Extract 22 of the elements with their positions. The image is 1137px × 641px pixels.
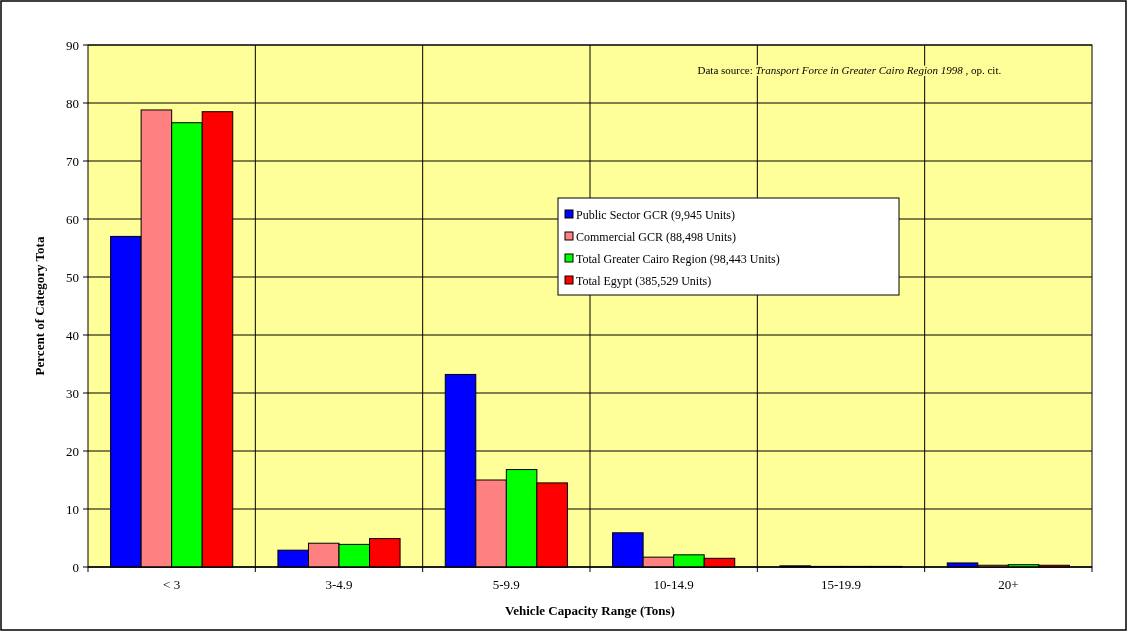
legend-label: Total Egypt (385,529 Units) bbox=[576, 274, 712, 288]
y-tick-label: 0 bbox=[72, 559, 79, 575]
x-tick-label: 5-9.9 bbox=[492, 577, 520, 592]
y-tick-label: 20 bbox=[66, 443, 79, 459]
y-tick-label: 30 bbox=[66, 385, 79, 401]
y-tick-label: 60 bbox=[66, 211, 79, 227]
y-tick-label: 70 bbox=[66, 153, 79, 169]
y-tick-label: 40 bbox=[66, 327, 79, 343]
y-tick-label: 80 bbox=[66, 95, 79, 111]
x-tick-label: < 3 bbox=[163, 577, 181, 592]
x-tick-label: 15-19.9 bbox=[820, 577, 862, 592]
x-tick-label: 20+ bbox=[998, 577, 1019, 592]
x-tick-label: 3-4.9 bbox=[325, 577, 353, 592]
y-tick-label: 90 bbox=[66, 37, 79, 53]
x-axis-title: Vehicle Capacity Range (Tons) bbox=[505, 603, 675, 618]
y-axis-title: Percent of Category Tota bbox=[32, 236, 47, 376]
y-tick-label: 50 bbox=[66, 269, 79, 285]
y-tick-label: 10 bbox=[66, 501, 79, 517]
legend-label: Commercial GCR (88,498 Units) bbox=[576, 230, 736, 244]
legend-label: Total Greater Cairo Region (98,443 Units) bbox=[576, 252, 780, 266]
legend-label: Public Sector GCR (9,945 Units) bbox=[576, 208, 735, 222]
x-tick-label: 10-14.9 bbox=[653, 577, 694, 592]
